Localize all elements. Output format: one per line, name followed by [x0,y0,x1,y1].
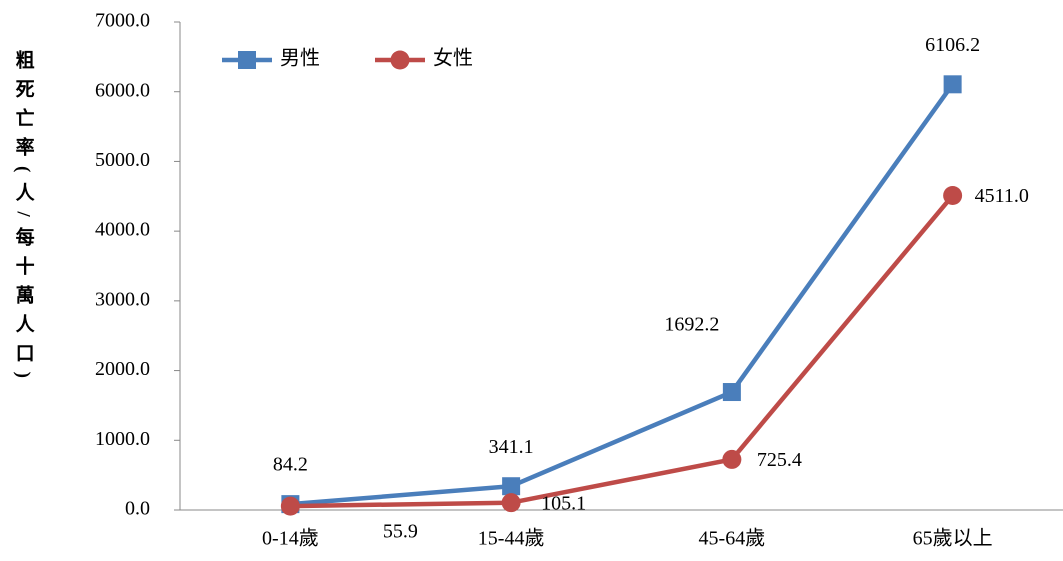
y-tick-label: 0.0 [125,498,150,520]
marker [502,477,521,496]
legend-label: 女性 [433,47,473,70]
marker [238,51,256,69]
marker [943,186,963,206]
marker [501,493,521,513]
x-tick-label: 15-44歲 [478,527,545,550]
data-label: 341.1 [489,436,534,458]
marker [722,383,741,402]
legend-label: 男性 [280,47,320,70]
data-label: 725.4 [757,449,802,471]
data-label: 105.1 [541,492,586,514]
marker [722,449,742,469]
series-line [290,194,955,509]
x-tick-label: 45-64歲 [699,527,766,550]
x-tick-label: 65歲以上 [913,527,993,550]
marker [943,75,962,94]
data-label: 4511.0 [975,185,1029,207]
data-label: 6106.2 [925,34,980,56]
y-tick-label: 3000.0 [95,288,150,310]
marker [280,496,300,516]
marker [390,50,410,70]
y-tick-label: 1000.0 [95,428,150,450]
y-tick-label: 5000.0 [95,149,150,171]
data-label: 1692.2 [664,314,719,336]
y-tick-label: 2000.0 [95,358,150,380]
x-tick-label: 0-14歲 [262,527,319,550]
data-label: 84.2 [273,454,308,476]
y-tick-label: 4000.0 [95,219,150,241]
y-tick-label: 6000.0 [95,79,150,101]
data-label: 55.9 [383,521,418,543]
series-line [290,82,955,507]
y-axis-label: 粗死亡率(人/每十萬人口) [13,49,35,388]
y-tick-label: 7000.0 [95,10,150,32]
